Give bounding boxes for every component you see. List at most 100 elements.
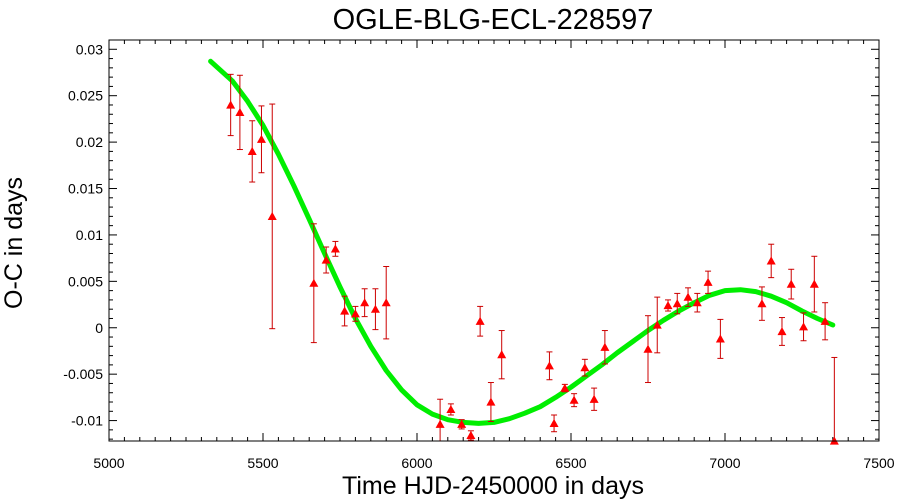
triangle-marker (652, 320, 662, 329)
y-tick-label: 0.02 (76, 134, 103, 150)
data-point (381, 265, 391, 340)
triangle-marker (799, 322, 809, 331)
data-point (235, 74, 245, 151)
triangle-marker (560, 383, 570, 392)
data-point (446, 403, 456, 416)
y-tick-label: 0.015 (68, 181, 103, 197)
data-point (663, 299, 673, 312)
x-tick-label: 6500 (555, 455, 586, 471)
data-point (309, 223, 319, 344)
data-point (569, 393, 579, 408)
triangle-marker (360, 298, 370, 307)
chart-title: OGLE-BLG-ECL-228597 (333, 4, 654, 36)
triangle-marker (309, 278, 319, 287)
x-tick-label: 7500 (863, 455, 894, 471)
y-tick-label: 0.01 (76, 227, 103, 243)
data-point (330, 240, 340, 257)
x-tick-label: 7000 (709, 455, 740, 471)
triangle-marker (350, 309, 360, 318)
data-point (786, 268, 796, 300)
triangle-marker (497, 350, 507, 359)
triangle-marker (226, 100, 236, 109)
plot-frame (108, 39, 880, 442)
y-tick-label: -0.005 (63, 366, 103, 382)
triangle-marker (672, 299, 682, 308)
data-point (435, 398, 445, 441)
triangle-marker (235, 107, 245, 117)
data-point (256, 105, 266, 174)
data-point (683, 287, 693, 307)
x-tick-label: 5000 (93, 455, 124, 471)
data-point (672, 292, 682, 315)
triangle-marker (766, 256, 776, 265)
data-point (809, 255, 819, 313)
triangle-marker (321, 255, 331, 264)
data-point (799, 312, 809, 342)
data-point (267, 103, 277, 330)
triangle-marker (466, 430, 476, 440)
data-point (457, 419, 467, 430)
data-point (757, 286, 767, 321)
triangle-marker (370, 304, 380, 313)
triangle-marker (486, 397, 496, 406)
triangle-marker (692, 298, 702, 307)
triangle-marker (381, 298, 391, 307)
x-axis-title: Time HJD-2450000 in days (342, 472, 644, 500)
plot-area (208, 58, 839, 445)
triangle-marker (643, 344, 653, 353)
data-point (360, 288, 370, 318)
y-tick-label: 0 (95, 320, 103, 336)
triangle-marker (757, 299, 767, 308)
data-point (497, 330, 507, 380)
data-point (486, 382, 496, 423)
data-point (560, 383, 570, 393)
data-point (466, 430, 476, 441)
data-point (370, 288, 380, 331)
data-point (703, 270, 713, 294)
x-tick-label: 6000 (401, 455, 432, 471)
triangle-marker (549, 418, 559, 427)
y-tick-label: 0.025 (68, 88, 103, 104)
triangle-marker (435, 419, 445, 428)
data-point (589, 387, 599, 411)
triangle-marker (446, 404, 456, 414)
data-point (475, 305, 485, 337)
data-point (643, 315, 653, 384)
triangle-marker (663, 300, 673, 310)
triangle-marker (703, 277, 713, 286)
data-point (715, 318, 725, 359)
triangle-marker (820, 316, 830, 325)
data-point (600, 330, 610, 365)
triangle-marker (256, 134, 266, 143)
data-point (766, 243, 776, 279)
data-point (350, 305, 360, 322)
data-point (247, 120, 257, 183)
y-axis-title: O-C in days (0, 177, 28, 309)
data-point (820, 302, 830, 341)
axes: 5000 5500 6000 6500 7000 7500 -0.01 -0.005 0 0.00… (63, 39, 895, 471)
y-tick-label: 0.005 (68, 273, 103, 289)
triangle-marker (457, 419, 467, 428)
triangle-marker (267, 211, 277, 220)
triangle-marker (247, 146, 257, 155)
triangle-marker (786, 279, 796, 288)
triangle-marker (544, 361, 554, 370)
y-tick-label: -0.01 (71, 413, 103, 429)
triangle-marker (683, 292, 693, 301)
triangle-marker (600, 342, 610, 351)
fit-curve (208, 58, 836, 426)
triangle-marker (715, 334, 725, 343)
triangle-marker (589, 394, 599, 403)
data-point (549, 414, 559, 433)
data-point (580, 358, 590, 377)
data-point (829, 356, 839, 445)
triangle-marker (475, 316, 485, 325)
x-tick-label: 5500 (247, 455, 278, 471)
triangle-marker (809, 279, 819, 288)
fit-curve-layer (208, 58, 836, 426)
data-points-layer (226, 73, 839, 445)
y-tick-label: 0.03 (76, 41, 103, 57)
triangle-marker (580, 363, 590, 372)
data-point (321, 246, 331, 274)
